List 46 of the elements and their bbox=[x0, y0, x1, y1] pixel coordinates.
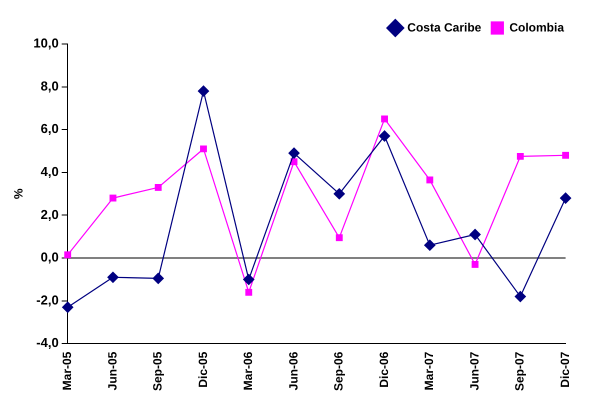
point bbox=[110, 194, 116, 202]
y-axis-title: % bbox=[12, 188, 26, 200]
x-tick-label: Dic-05 bbox=[196, 351, 210, 388]
y-tick-label: -4,0 bbox=[36, 335, 59, 350]
point bbox=[514, 290, 526, 302]
point bbox=[200, 145, 207, 152]
point bbox=[334, 188, 345, 200]
x-tick-label: Mar-07 bbox=[422, 351, 436, 390]
point bbox=[154, 184, 162, 191]
point bbox=[378, 130, 390, 142]
point bbox=[381, 115, 388, 122]
point bbox=[516, 152, 524, 160]
y-tick-label: 2,0 bbox=[40, 206, 59, 222]
y-tick-label: 8,0 bbox=[40, 78, 59, 94]
x-tick-label: Sep-07 bbox=[512, 351, 527, 392]
y-tick-label: 4,0 bbox=[40, 164, 59, 179]
point bbox=[245, 288, 252, 296]
point bbox=[107, 272, 119, 283]
x-tick-label: Sep-05 bbox=[150, 351, 165, 392]
point bbox=[336, 234, 343, 242]
point bbox=[243, 274, 254, 286]
point bbox=[424, 240, 436, 251]
legend-label: Costa Caribe bbox=[407, 20, 482, 34]
point bbox=[198, 85, 210, 97]
point bbox=[152, 272, 164, 284]
x-tick-label: Mar-06 bbox=[241, 351, 256, 390]
point bbox=[560, 192, 572, 204]
y-tick-label: -2,0 bbox=[36, 292, 59, 308]
point bbox=[62, 302, 74, 313]
point bbox=[469, 228, 481, 240]
x-tick-label: Sep-06 bbox=[332, 351, 346, 392]
point bbox=[288, 148, 300, 159]
x-tick-label: Mar-05 bbox=[60, 351, 74, 390]
point bbox=[562, 152, 570, 159]
legend-label: Colombia bbox=[509, 20, 564, 34]
x-tick-label: Dic-06 bbox=[376, 351, 391, 388]
x-tick-label: Jun-06 bbox=[286, 351, 300, 390]
x-tick-label: Jun-07 bbox=[467, 351, 482, 390]
point bbox=[472, 261, 478, 268]
point bbox=[64, 251, 72, 258]
point bbox=[426, 176, 434, 184]
y-tick-label: 10,0 bbox=[33, 36, 59, 51]
x-tick-label: Dic-07 bbox=[558, 351, 572, 388]
y-tick-label: 0,0 bbox=[40, 250, 59, 265]
y-tick-label: 6,0 bbox=[40, 121, 59, 136]
x-tick-label: Jun-05 bbox=[105, 351, 120, 390]
